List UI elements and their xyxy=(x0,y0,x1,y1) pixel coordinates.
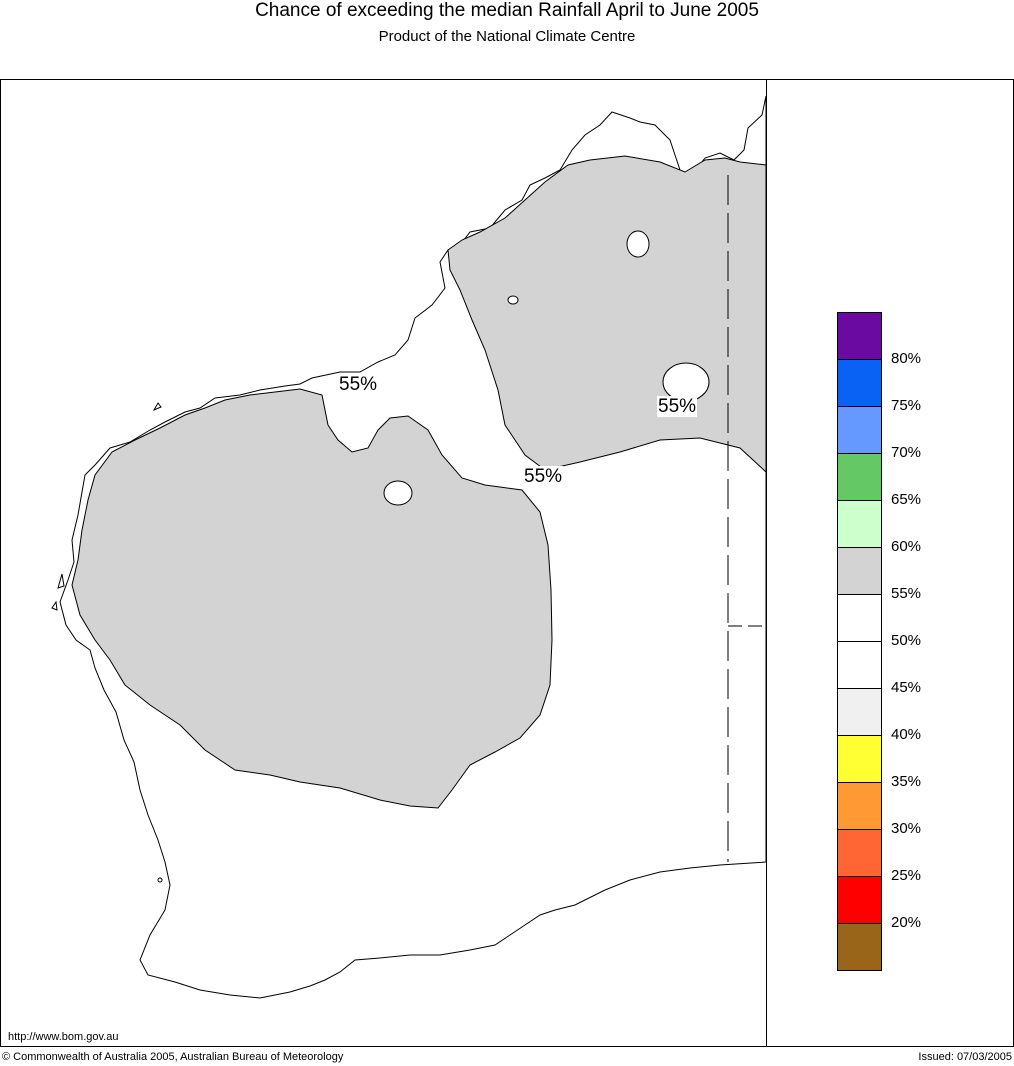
legend-label: 80% xyxy=(891,350,922,367)
legend-label: 25% xyxy=(891,867,922,884)
island xyxy=(57,573,65,589)
unshaded-pocket xyxy=(507,295,519,305)
legend-label: 70% xyxy=(891,444,922,461)
legend-swatch xyxy=(837,782,882,829)
legend-label: 55% xyxy=(891,585,922,602)
legend-swatch xyxy=(837,735,882,782)
legend-swatch xyxy=(837,688,882,735)
legend-label: 75% xyxy=(891,397,922,414)
legend-label: 60% xyxy=(891,538,922,555)
legend-swatch xyxy=(837,547,882,594)
island xyxy=(157,877,163,883)
legend-label: 50% xyxy=(891,632,922,649)
copyright-notice: © Commonwealth of Australia 2005, Austra… xyxy=(2,1051,344,1063)
shaded-region-southwest xyxy=(71,388,553,809)
legend-swatch xyxy=(837,453,882,500)
island xyxy=(152,402,162,412)
map-title: Chance of exceeding the median Rainfall … xyxy=(255,0,759,21)
contour-label: 55% xyxy=(523,466,564,487)
legend-label: 35% xyxy=(891,773,922,790)
issued-date: Issued: 07/03/2005 xyxy=(918,1051,1012,1063)
legend-swatch xyxy=(837,876,882,923)
website-url[interactable]: http://www.bom.gov.au xyxy=(8,1031,119,1043)
legend-swatch xyxy=(837,594,882,641)
legend-label: 40% xyxy=(891,726,922,743)
map-subtitle: Product of the National Climate Centre xyxy=(378,28,636,45)
contour-label: 55% xyxy=(657,396,698,417)
legend-label: 65% xyxy=(891,491,922,508)
legend-label: 30% xyxy=(891,820,922,837)
map-legend-divider xyxy=(766,79,767,1047)
map-canvas xyxy=(51,95,766,999)
legend xyxy=(837,312,882,971)
legend-swatch xyxy=(837,500,882,547)
contour-label: 55% xyxy=(338,374,379,395)
legend-swatch xyxy=(837,359,882,406)
legend-swatch xyxy=(837,923,882,971)
island xyxy=(51,600,58,611)
unshaded-pocket xyxy=(626,230,650,258)
legend-label: 20% xyxy=(891,914,922,931)
legend-swatch xyxy=(837,312,882,359)
unshaded-pocket xyxy=(383,480,413,506)
legend-swatch xyxy=(837,641,882,688)
legend-label: 45% xyxy=(891,679,922,696)
legend-swatch xyxy=(837,406,882,453)
legend-swatch xyxy=(837,829,882,876)
